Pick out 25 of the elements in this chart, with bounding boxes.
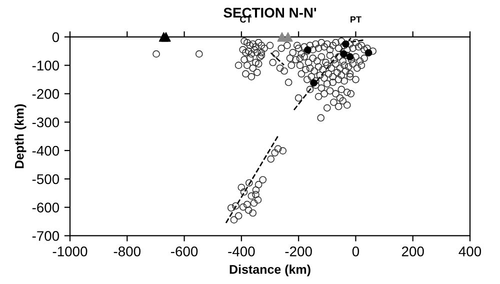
x-tick-label: 200 xyxy=(402,246,424,256)
y-tick-label: -400 xyxy=(32,146,60,156)
x-tick-label: -1000 xyxy=(52,246,88,256)
x-tick-label: -400 xyxy=(228,246,255,256)
y-tick-label: -500 xyxy=(32,174,60,184)
point xyxy=(364,49,372,56)
y-tick-label: -200 xyxy=(32,89,60,99)
point xyxy=(161,32,171,42)
y-tick-label: -600 xyxy=(32,202,60,212)
annotation: PT xyxy=(350,16,362,23)
y-tick-label: 0 xyxy=(52,32,60,42)
y-tick-label: -700 xyxy=(32,231,60,241)
chart-title: SECTION N-N' xyxy=(224,8,316,18)
point xyxy=(340,50,348,58)
x-tick-label: -800 xyxy=(114,246,140,256)
y-axis-title: Depth (km) xyxy=(14,104,26,168)
y-tick-label: -300 xyxy=(32,117,60,128)
x-tick-label: 0 xyxy=(352,246,360,256)
point xyxy=(346,53,354,60)
point xyxy=(283,32,293,42)
x-tick-label: -200 xyxy=(285,246,312,256)
x-axis-title: Distance (km) xyxy=(230,264,310,276)
y-tick-label: -100 xyxy=(32,60,60,70)
x-tick-label: 400 xyxy=(458,246,482,256)
x-tick-label: -600 xyxy=(171,246,198,256)
